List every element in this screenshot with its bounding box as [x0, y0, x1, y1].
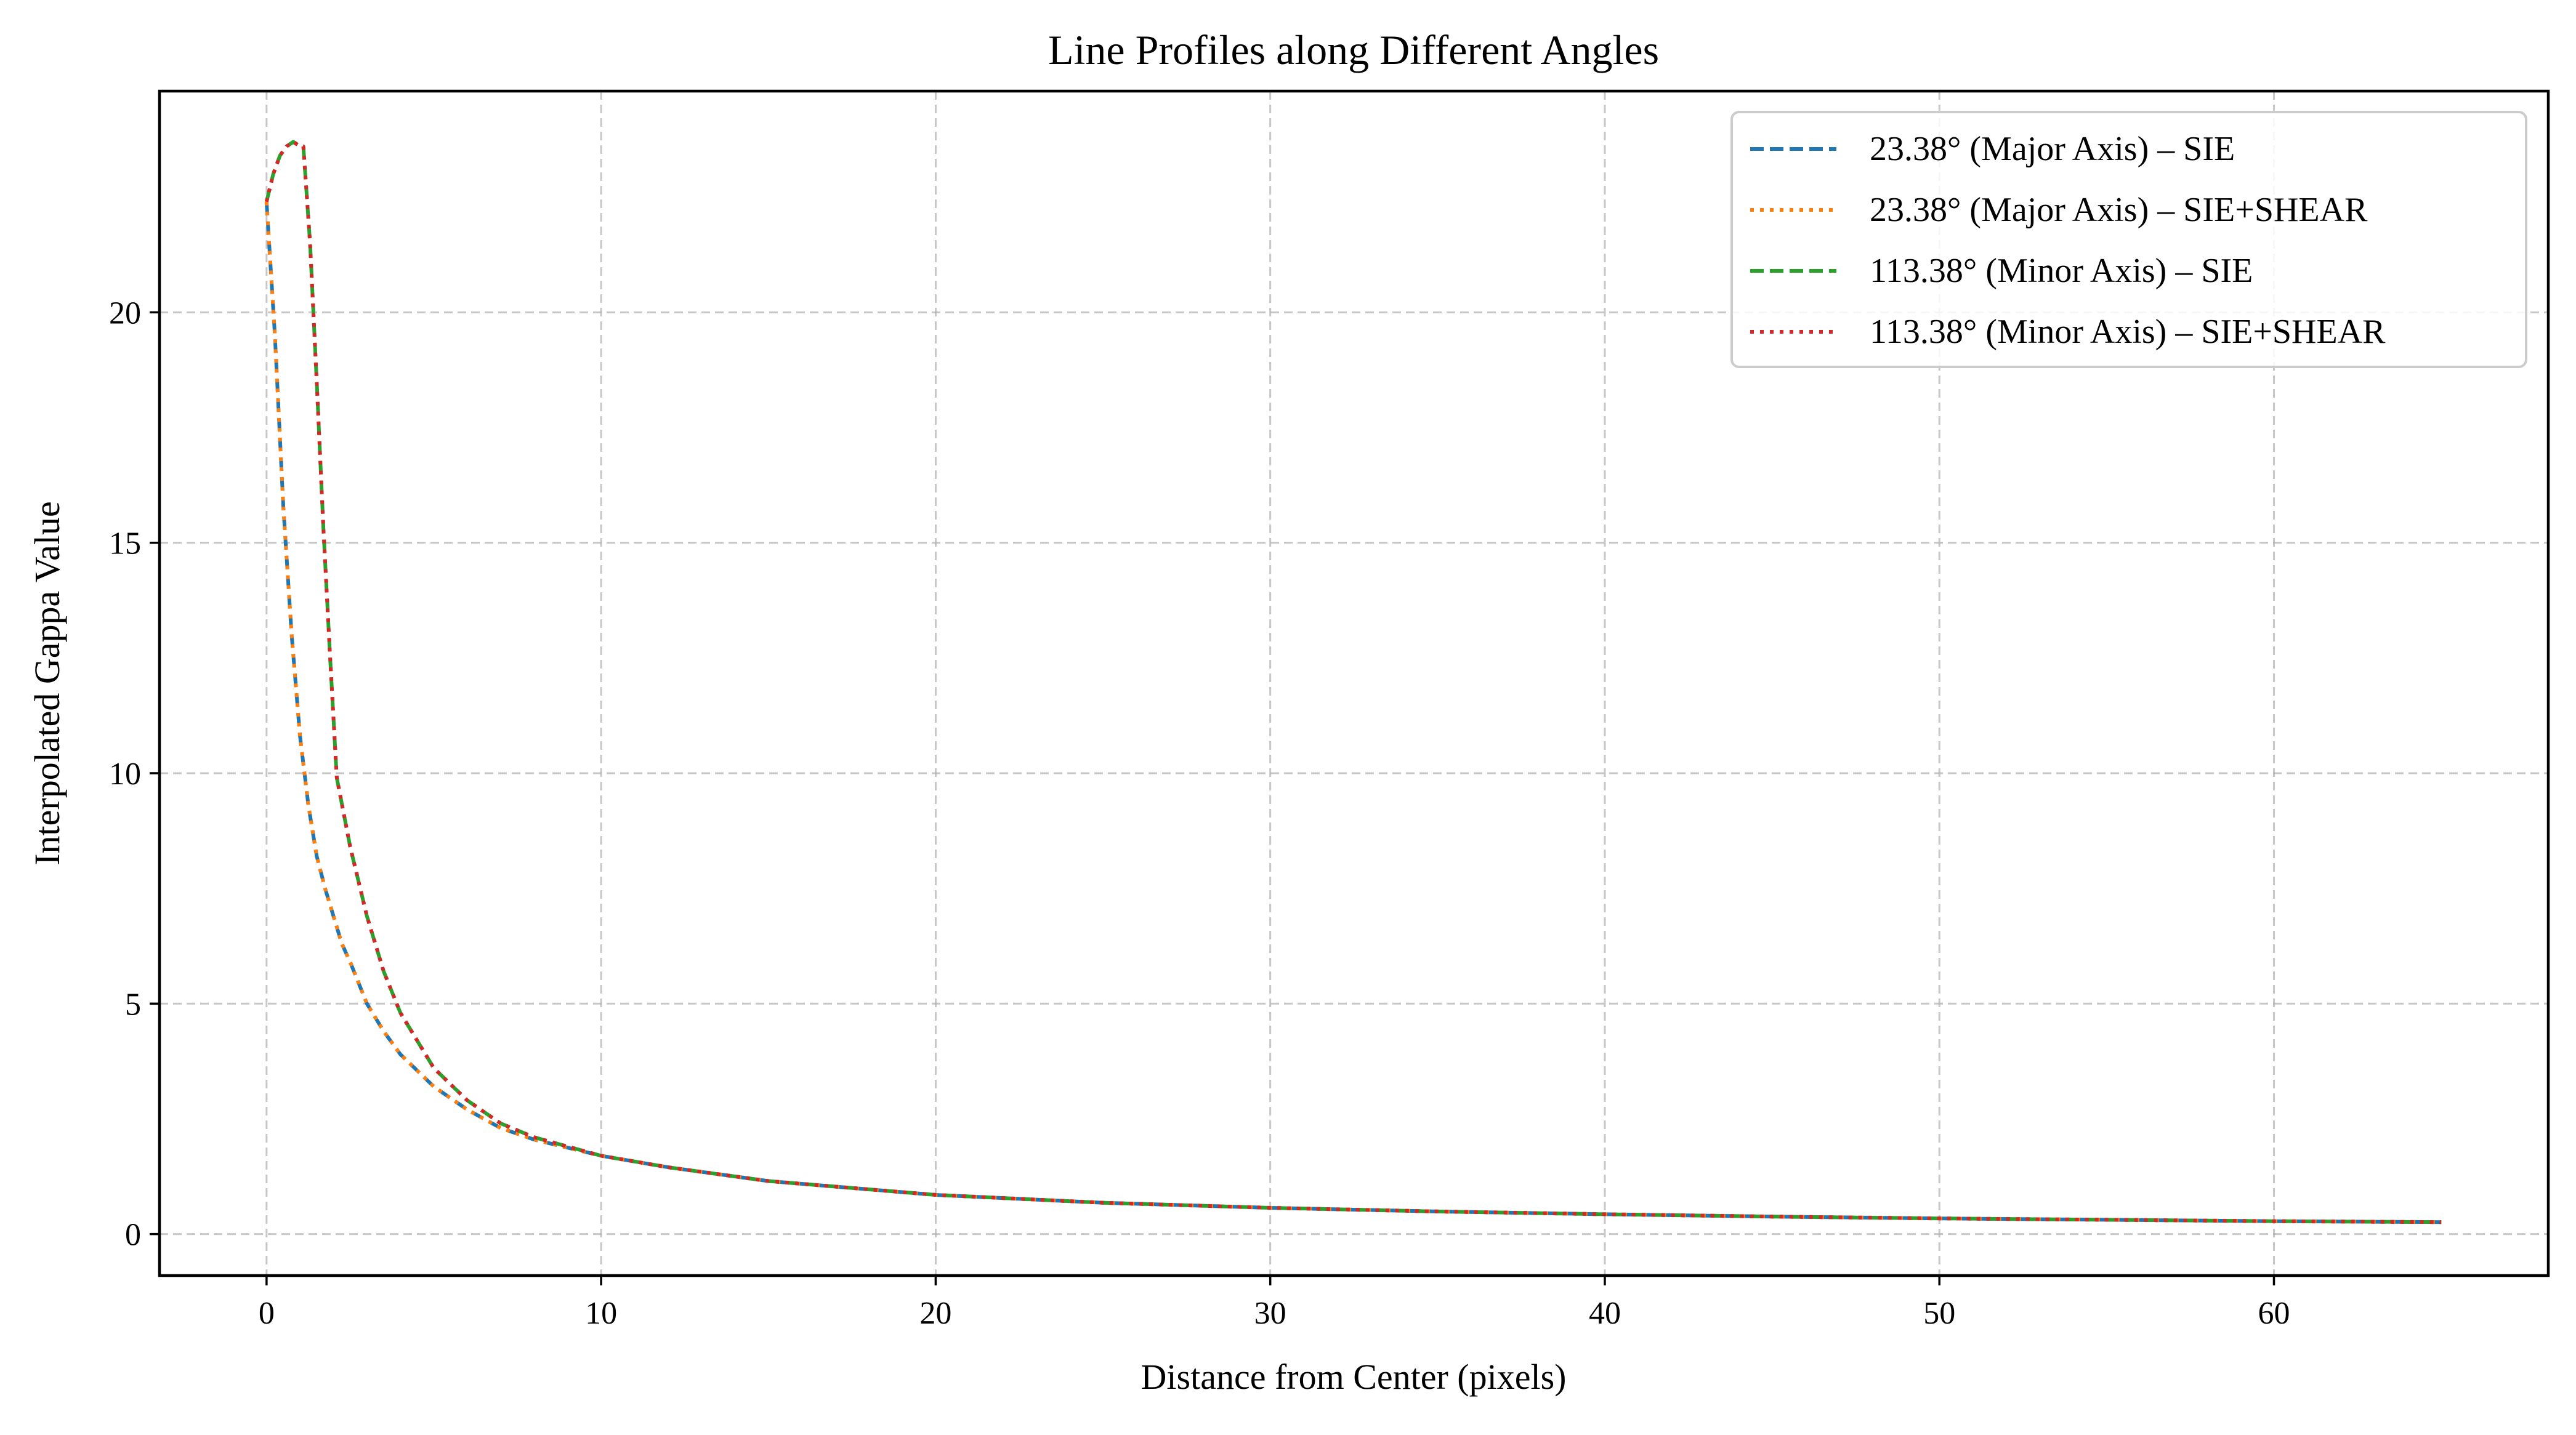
x-tick-label: 0: [259, 1296, 275, 1331]
x-tick-label: 30: [1254, 1296, 1286, 1331]
plot-frame: [158, 89, 2550, 1277]
y-tick-label: 10: [109, 757, 141, 792]
y-tick-label: 15: [109, 526, 141, 561]
legend-label-4: 113.38° (Minor Axis) – SIE+SHEAR: [1870, 313, 2386, 351]
x-tick-label: 20: [919, 1296, 951, 1331]
x-axis-label: Distance from Center (pixels): [1141, 1357, 1567, 1397]
y-tick-label: 20: [109, 295, 141, 331]
y-axis-label: Interpolated Gappa Value: [27, 501, 67, 866]
chart-title: Line Profiles along Different Angles: [1048, 26, 1659, 73]
y-tick-label: 0: [125, 1218, 141, 1253]
legend-label-1: 23.38° (Major Axis) – SIE: [1870, 130, 2235, 168]
y-tick-label: 5: [125, 987, 141, 1022]
legend: 23.38° (Major Axis) – SIE 23.38° (Major A…: [1730, 111, 2527, 368]
x-tick-label: 60: [2258, 1296, 2290, 1331]
series-lines: [264, 140, 2442, 1224]
legend-box: [1730, 111, 2527, 368]
x-tick-label: 10: [585, 1296, 617, 1331]
x-tick-label: 50: [1923, 1296, 1955, 1331]
axis-ticks: 0 10 20 30 40 50 60 0 5 10 15 20: [109, 295, 2290, 1331]
x-tick-label: 40: [1589, 1296, 1621, 1331]
legend-label-3: 113.38° (Minor Axis) – SIE: [1870, 252, 2253, 290]
legend-label-2: 23.38° (Major Axis) – SIE+SHEAR: [1870, 191, 2368, 229]
